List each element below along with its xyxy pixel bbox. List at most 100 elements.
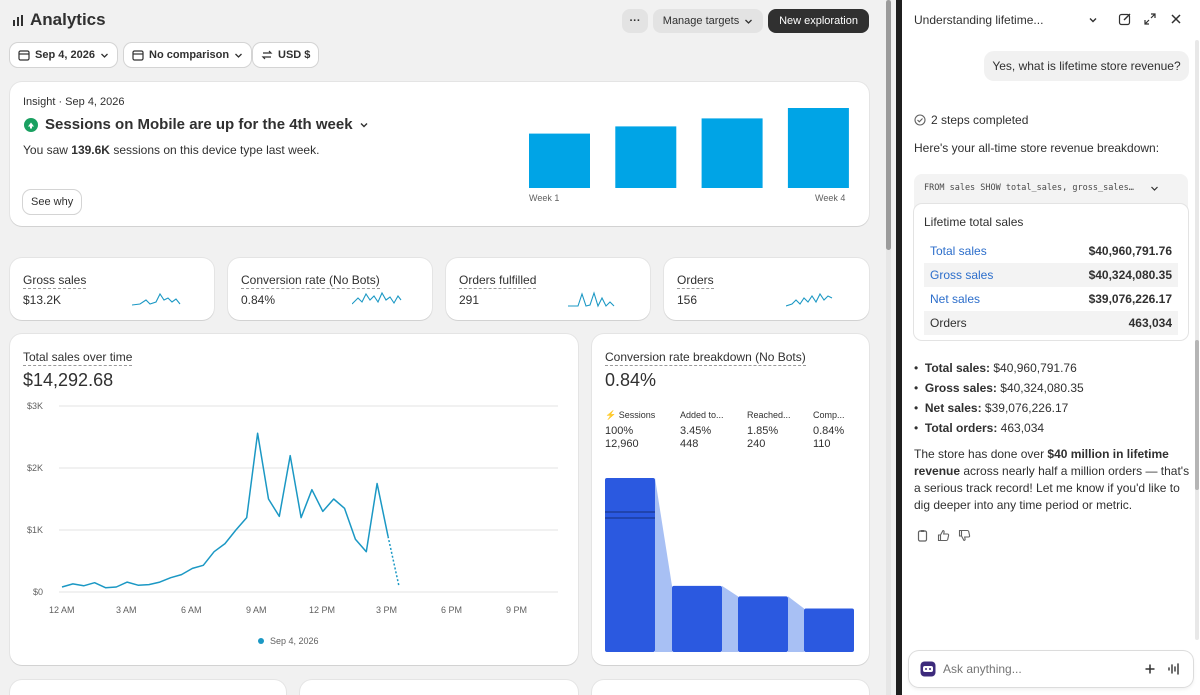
manage-targets-button[interactable]: Manage targets <box>653 9 763 33</box>
query-code[interactable]: FROM sales SHOW total_sales, gross_sales… <box>924 183 1159 193</box>
copy-icon[interactable] <box>916 529 929 542</box>
query-result-block: FROM sales SHOW total_sales, gross_sales… <box>914 174 1188 340</box>
metric-title: Gross sales <box>23 273 87 289</box>
sparkline <box>568 291 615 308</box>
steps-completed[interactable]: 2 steps completed <box>914 113 1028 127</box>
comparison-filter-button[interactable]: No comparison <box>124 43 252 67</box>
ask-input[interactable] <box>943 659 1133 679</box>
voice-waveform-icon[interactable] <box>1167 662 1181 676</box>
more-actions-button[interactable]: ··· <box>622 9 648 33</box>
calendar-icon <box>18 50 30 61</box>
bullet-label: Total sales: <box>924 361 991 375</box>
insight-card: Insight · Sep 4, 2026 Sessions on Mobile… <box>10 82 869 226</box>
sales-line <box>61 432 389 589</box>
metric-card-orders-fulfilled[interactable]: Orders fulfilled 291 <box>446 258 650 320</box>
funnel-step-count: 448 <box>680 438 699 450</box>
insight-headline-text: Sessions on Mobile are up for the 4th we… <box>45 116 353 133</box>
scrollbar-thumb[interactable] <box>886 0 891 250</box>
x-tick-label: 3 AM <box>116 605 137 615</box>
feedback-actions <box>916 529 971 542</box>
insight-eyebrow: Insight · Sep 4, 2026 <box>23 96 125 108</box>
edit-icon[interactable] <box>1118 12 1132 26</box>
see-why-button[interactable]: See why <box>23 190 82 214</box>
funnel-step-label: Comp... <box>813 410 845 420</box>
assistant-header: Understanding lifetime... <box>902 0 1200 38</box>
assistant-intro: Here's your all-time store revenue break… <box>914 141 1160 155</box>
ask-input-container[interactable] <box>909 651 1193 687</box>
x-tick-label: 9 PM <box>506 605 528 615</box>
metric-card-gross-sales[interactable]: Gross sales $13.2K <box>10 258 214 320</box>
funnel-bar[interactable] <box>738 596 788 652</box>
funnel-step-label: Added to... <box>680 410 724 420</box>
manage-targets-label: Manage targets <box>662 15 740 27</box>
close-icon[interactable] <box>1170 13 1182 25</box>
insight-bar <box>615 126 677 188</box>
insight-body-suffix: sessions on this device type last week. <box>113 143 320 157</box>
chart-value: $14,292.68 <box>23 370 114 390</box>
y-tick-label: $0 <box>33 587 44 597</box>
row-label[interactable]: Total sales <box>930 244 987 258</box>
query-code-text: FROM sales SHOW total_sales, gross_sales… <box>924 183 1134 193</box>
new-exploration-button[interactable]: New exploration <box>768 9 869 33</box>
steps-completed-label: 2 steps completed <box>931 113 1029 127</box>
bullet-value: $40,960,791.76 <box>993 361 1077 375</box>
table-row: Net sales $39,076,226.17 <box>924 287 1178 311</box>
bullet-value: $39,076,226.17 <box>984 401 1069 415</box>
total-sales-line-chart <box>59 405 558 593</box>
thumbs-down-icon[interactable] <box>958 529 971 542</box>
thumbs-up-icon[interactable] <box>937 529 950 542</box>
chevron-down-icon[interactable] <box>1088 15 1098 25</box>
panel-divider <box>896 0 902 695</box>
funnel-bar[interactable] <box>605 478 655 652</box>
assistant-scrollbar-thumb[interactable] <box>1195 340 1199 490</box>
main-scrollbar[interactable] <box>886 0 891 695</box>
legend-label: Sep 4, 2026 <box>270 636 319 646</box>
metric-title: Conversion rate (No Bots) <box>241 273 380 289</box>
assistant-scrollbar[interactable] <box>1195 40 1199 640</box>
date-filter-label: Sep 4, 2026 <box>35 49 95 61</box>
summary-text: across nearly half a million orders — th… <box>914 464 1190 512</box>
check-circle-icon <box>914 114 926 126</box>
insight-body: You saw 139.6K sessions on this device t… <box>23 143 319 157</box>
summary-bullet: • Total orders: 463,034 <box>914 421 1045 435</box>
insight-bar-chart <box>529 108 849 188</box>
funnel-bar[interactable] <box>672 585 722 652</box>
metric-card-orders[interactable]: Orders 156 <box>664 258 869 320</box>
y-tick-label: $3K <box>27 401 44 411</box>
see-why-label: See why <box>31 196 74 208</box>
summary-bullet: • Gross sales: $40,324,080.35 <box>914 381 1084 395</box>
funnel-step-label: Sessions <box>618 410 656 420</box>
funnel-bar[interactable] <box>804 608 854 653</box>
assistant-summary: The store has done over $40 million in l… <box>914 446 1190 514</box>
y-tick-label: $2K <box>27 463 44 473</box>
plus-icon[interactable] <box>1144 663 1156 675</box>
assistant-title: Understanding lifetime... <box>914 13 1044 27</box>
funnel-step-count: 240 <box>747 438 766 450</box>
expand-icon[interactable] <box>1144 13 1156 25</box>
bullet-label: Net sales: <box>924 401 982 415</box>
metric-card-conversion-rate[interactable]: Conversion rate (No Bots) 0.84% <box>228 258 432 320</box>
funnel-step-label: Reached... <box>747 410 791 420</box>
sparkline <box>352 291 402 305</box>
date-filter-button[interactable]: Sep 4, 2026 <box>10 43 117 67</box>
legend-dot <box>258 638 264 644</box>
currency-filter-button[interactable]: USD $ <box>253 43 319 67</box>
funnel-step-percent: 100% <box>605 425 634 437</box>
chart-title: Conversion rate breakdown (No Bots) <box>605 350 806 366</box>
bullet-value: $40,324,080.35 <box>1000 381 1084 395</box>
table-row: Orders 463,034 <box>924 311 1178 335</box>
x-tick-label: 3 PM <box>376 605 398 615</box>
user-message-text: Yes, what is lifetime store revenue? <box>992 59 1181 73</box>
row-label[interactable]: Net sales <box>930 292 981 306</box>
insight-headline[interactable]: Sessions on Mobile are up for the 4th we… <box>23 116 369 133</box>
row-value: $40,960,791.76 <box>1088 244 1172 258</box>
conversion-breakdown-card: Conversion rate breakdown (No Bots) 0.84… <box>592 334 869 665</box>
chevron-down-icon <box>360 122 368 127</box>
chart-title: Total sales over time <box>23 350 133 366</box>
x-tick-label: 6 AM <box>181 605 202 615</box>
row-label[interactable]: Gross sales <box>930 268 994 282</box>
x-tick-label: 9 AM <box>246 605 267 615</box>
insight-body-prefix: You saw <box>23 143 68 157</box>
bullet-label: Gross sales: <box>924 381 997 395</box>
row-value: 463,034 <box>1128 316 1172 330</box>
